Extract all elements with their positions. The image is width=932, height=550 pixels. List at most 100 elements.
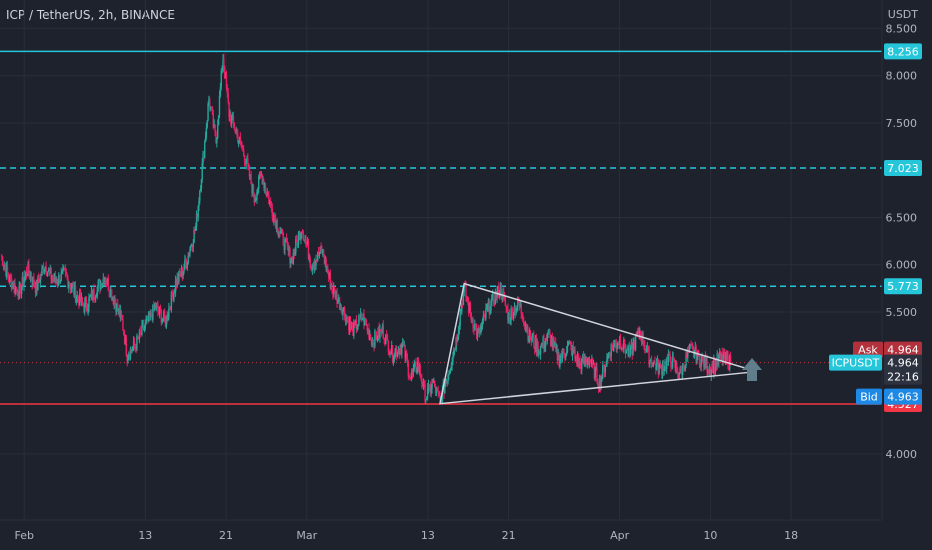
candle-body xyxy=(95,295,98,297)
candle-body xyxy=(458,325,461,330)
candle-body xyxy=(512,309,514,319)
up-arrow-icon[interactable] xyxy=(742,358,762,381)
candle-body xyxy=(410,377,412,379)
candle-body xyxy=(141,325,143,335)
candle-body xyxy=(411,372,414,374)
candle-body xyxy=(240,140,242,147)
candle-body xyxy=(600,377,602,388)
candle-body xyxy=(165,315,168,327)
candle-body xyxy=(700,358,702,367)
candle-body xyxy=(568,340,570,344)
candle-body xyxy=(92,288,94,300)
candle-body xyxy=(364,318,367,324)
candle-body xyxy=(528,330,531,340)
candle-body xyxy=(584,356,586,363)
candle-body xyxy=(327,273,330,277)
candle-body xyxy=(417,361,419,371)
candle-body xyxy=(61,270,63,273)
candle-body xyxy=(554,342,556,346)
candle-body xyxy=(589,359,591,363)
candle-body xyxy=(64,268,67,273)
candle-body xyxy=(484,315,486,319)
candle-body xyxy=(720,352,723,357)
candle-body xyxy=(471,319,473,321)
candle-body xyxy=(645,349,648,351)
candle-body xyxy=(577,355,580,366)
candle-body xyxy=(327,267,329,274)
candle-body xyxy=(211,109,214,114)
candle-body xyxy=(341,308,343,315)
candle-body xyxy=(338,297,340,301)
candle-body xyxy=(259,176,262,178)
candle-body xyxy=(443,383,445,394)
candle-body xyxy=(17,295,20,299)
level-price-label-bg xyxy=(884,43,922,60)
candle-body xyxy=(663,368,665,372)
candle-body xyxy=(595,367,597,369)
candle-body xyxy=(269,201,271,205)
candle-body xyxy=(718,355,720,363)
candle-body xyxy=(225,74,228,88)
candle-body xyxy=(512,314,515,319)
candle-body xyxy=(29,273,31,279)
price-tick-label: 5.500 xyxy=(886,306,918,319)
candle-body xyxy=(122,319,124,331)
horizontal-levels xyxy=(0,50,882,405)
candle-body xyxy=(369,335,371,339)
candle-body xyxy=(157,305,159,311)
time-axis[interactable]: Feb 13 21 Mar 13 21 Apr 10 18 xyxy=(14,529,798,542)
candle-body xyxy=(39,274,42,283)
candle-body xyxy=(206,120,208,128)
candle-body xyxy=(537,342,539,356)
candle-body xyxy=(532,335,534,338)
candle-body xyxy=(110,289,112,297)
candle-body xyxy=(603,365,606,373)
candle-body xyxy=(482,315,485,321)
candle-body xyxy=(107,278,110,291)
candle-body xyxy=(53,276,56,282)
candle-body xyxy=(359,313,362,318)
candle-body xyxy=(682,363,685,368)
candle-body xyxy=(128,355,131,359)
candle-body xyxy=(448,373,450,376)
candle-body xyxy=(636,333,638,337)
candle-body xyxy=(684,365,686,371)
candle-body xyxy=(453,350,455,357)
symmetrical-triangle[interactable] xyxy=(439,282,758,405)
candle-body xyxy=(220,70,222,88)
candle-body xyxy=(234,130,236,133)
candle-body xyxy=(507,308,509,321)
price-axis[interactable]: 8.500 8.000 7.500 6.500 6.000 5.500 4.000 xyxy=(886,22,918,460)
candle-body xyxy=(129,349,132,359)
candle-body xyxy=(175,281,178,287)
candle-body xyxy=(385,335,388,337)
candle-body xyxy=(370,338,373,345)
candle-body xyxy=(208,99,210,105)
candle-body xyxy=(323,257,326,264)
candle-body xyxy=(290,258,293,261)
bar-countdown: 22:16 xyxy=(887,371,919,384)
candle-body xyxy=(725,353,728,360)
candle-body xyxy=(627,347,629,356)
candle-body xyxy=(49,267,51,272)
candle-body xyxy=(73,286,76,296)
candle-body xyxy=(534,337,537,350)
candle-body xyxy=(392,360,395,362)
candle-body xyxy=(155,304,157,309)
candle-body xyxy=(542,337,544,347)
candle-body xyxy=(307,242,310,259)
candle-body xyxy=(127,358,129,362)
candle-body xyxy=(356,326,358,330)
candle-body xyxy=(40,274,42,276)
candle-body xyxy=(485,308,487,319)
price-unit: USDT xyxy=(887,8,918,21)
candle-body xyxy=(527,328,529,341)
candle-body xyxy=(545,340,548,342)
candle-body xyxy=(444,382,447,386)
candle-body xyxy=(409,377,411,379)
candle-body xyxy=(209,107,212,109)
candle-body xyxy=(303,239,305,241)
candle-body xyxy=(570,345,573,356)
candle-body xyxy=(198,200,200,206)
